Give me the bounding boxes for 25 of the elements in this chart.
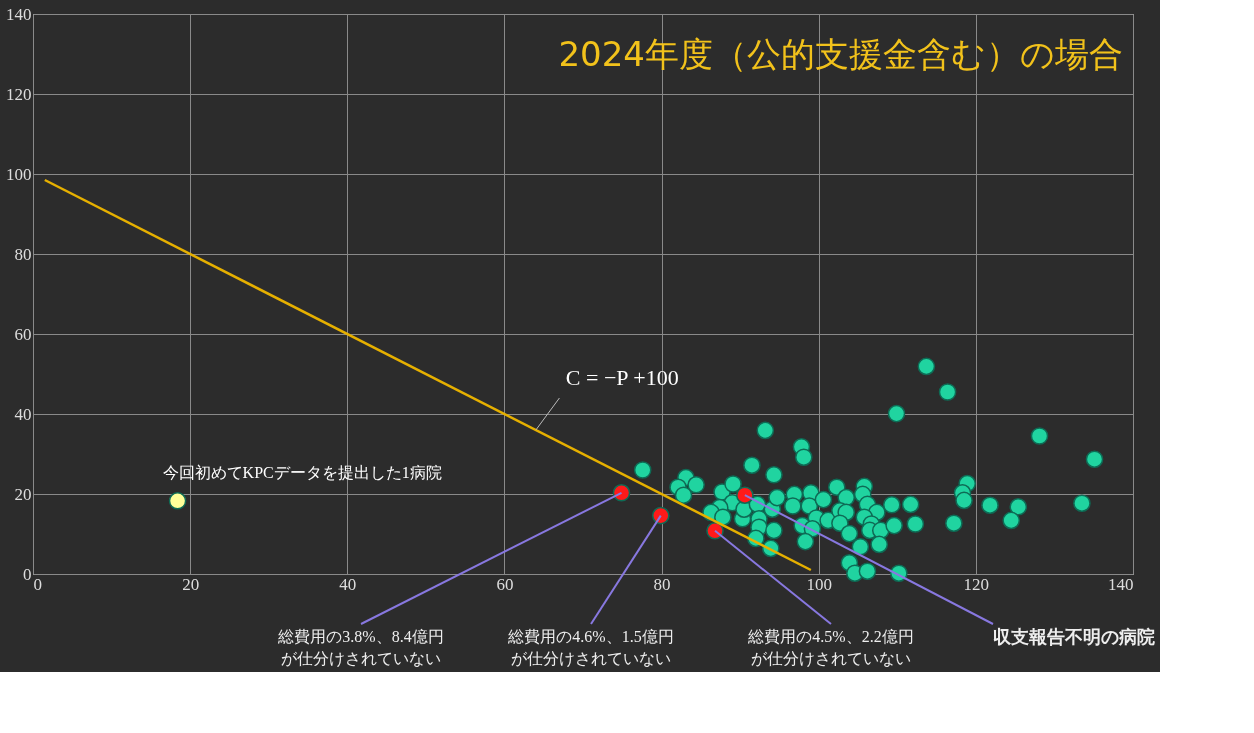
point [168, 492, 187, 510]
y-tick-label: 140 [6, 4, 32, 24]
x-tick-label: 80 [653, 574, 671, 594]
annotation: C = −P +100 [565, 365, 679, 390]
annotation: 総費用の4.5%、2.2億円が仕分けされていない [747, 628, 914, 667]
point [651, 506, 670, 525]
y-tick-label: 100 [6, 164, 32, 184]
x-tick-label: 20 [182, 574, 200, 594]
annotation: 総費用の3.8%、8.4億円が仕分けされていない [277, 628, 444, 667]
annotation: 総費用の4.6%、1.5億円が仕分けされていない [507, 628, 674, 667]
x-tick-label: 140 [1108, 574, 1134, 594]
text: 2024年度（公的支援金含む）の場合 [558, 34, 1123, 74]
x-tick-label: 40 [339, 574, 357, 594]
point [612, 484, 631, 502]
x-tick-label: 60 [496, 574, 514, 594]
x-tick-label: 100 [806, 574, 832, 594]
annotation: 収支報告不明の病院 [993, 626, 1155, 647]
y-tick-label: 20 [14, 484, 32, 504]
annotation: 今回初めてKPCデータを提出した1病院 [162, 463, 442, 481]
point [736, 486, 754, 504]
x-tick-label: 120 [963, 574, 990, 594]
y-tick-label: 80 [14, 244, 32, 264]
y-tick-label: 40 [14, 404, 32, 424]
y-tick-label: 120 [6, 84, 32, 104]
y-tick-label: 60 [14, 324, 32, 344]
